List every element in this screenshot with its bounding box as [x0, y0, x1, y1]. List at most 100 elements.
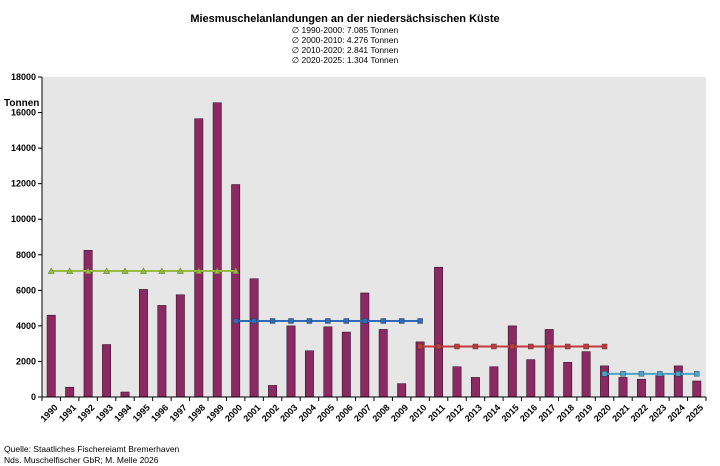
x-tick-label: 2014 — [481, 402, 502, 423]
average-marker — [269, 318, 276, 324]
x-tick-label: 2015 — [500, 402, 521, 423]
x-tick-label: 1997 — [168, 402, 189, 423]
x-tick-label: 2006 — [334, 402, 355, 423]
y-tick-label: 0 — [31, 392, 36, 402]
x-tick-label: 1995 — [131, 402, 152, 423]
x-tick-label: 2024 — [666, 402, 687, 423]
bar-2010 — [415, 341, 425, 398]
y-tick-label: 6000 — [16, 285, 36, 295]
bar-1996 — [157, 305, 167, 398]
x-tick-label: 1996 — [149, 402, 170, 423]
average-marker — [472, 343, 479, 350]
average-marker — [435, 343, 442, 350]
average-marker — [398, 318, 405, 324]
x-tick-label: 2000 — [223, 402, 244, 423]
bar-1991 — [65, 386, 75, 398]
average-line-1990-2000 — [47, 267, 240, 274]
average-marker — [601, 371, 608, 377]
bar-2022 — [636, 378, 646, 398]
average-marker — [675, 371, 682, 377]
bar-1999 — [212, 102, 222, 398]
average-marker — [176, 267, 184, 274]
x-tick-label: 1992 — [75, 402, 96, 423]
average-marker — [158, 267, 166, 274]
source-line-1: Quelle: Staatliches Fischereiamt Bremerh… — [4, 444, 180, 454]
chart-subtitle-1: ∅ 1990-2000: 7.085 Tonnen — [292, 25, 399, 35]
bar-2020 — [600, 365, 610, 398]
average-marker — [362, 318, 368, 324]
bar-2012 — [452, 366, 462, 398]
x-tick-label: 2008 — [370, 402, 391, 423]
y-axis-label: Tonnen — [4, 98, 39, 109]
average-marker — [232, 267, 240, 274]
source-line-2: Nds. Muschelfischer GbR; M. Melle 2026 — [4, 455, 159, 465]
average-line-2000-2010 — [232, 318, 423, 324]
chart-subtitle-2: ∅ 2000-2010: 4.276 Tonnen — [292, 35, 399, 45]
x-tick-label: 2020 — [592, 402, 613, 423]
average-marker — [638, 371, 645, 377]
average-marker — [454, 343, 460, 350]
x-tick-label: 2001 — [241, 402, 262, 423]
y-tick-label: 14000 — [11, 143, 36, 153]
average-marker — [491, 343, 497, 350]
x-tick-label: 1999 — [204, 402, 225, 423]
x-tick-label: 2016 — [518, 402, 539, 423]
x-tick-label: 1991 — [57, 402, 78, 423]
y-tick-label: 4000 — [16, 321, 36, 331]
bar-2017 — [544, 329, 554, 398]
average-marker — [195, 267, 203, 274]
plot-area — [42, 77, 706, 397]
average-marker — [84, 267, 92, 274]
x-tick-label: 2012 — [444, 402, 465, 423]
average-marker — [380, 318, 386, 324]
y-tick-label: 16000 — [11, 108, 36, 118]
average-marker — [601, 343, 608, 350]
x-tick-label: 2004 — [297, 402, 318, 423]
bar-2014 — [489, 366, 499, 398]
x-tick-label: 2025 — [684, 402, 705, 423]
bar-2018 — [563, 362, 573, 398]
x-tick-label: 2010 — [407, 402, 428, 423]
bar-1990 — [46, 314, 56, 398]
x-tick-label: 1990 — [38, 402, 59, 423]
average-marker — [546, 343, 552, 350]
x-tick-label: 2019 — [573, 402, 594, 423]
average-marker — [251, 318, 257, 324]
bar-2021 — [618, 377, 628, 398]
x-tick-label: 2002 — [260, 402, 281, 423]
average-marker — [620, 371, 626, 377]
x-tick-label: 2007 — [352, 402, 373, 423]
bar-1993 — [102, 344, 112, 398]
x-tick-label: 2003 — [278, 402, 299, 423]
y-tick-label: 8000 — [16, 250, 36, 260]
bar-2004 — [304, 350, 314, 398]
average-marker — [213, 267, 221, 274]
y-tick-label: 12000 — [11, 179, 36, 189]
bar-2019 — [581, 351, 591, 398]
average-marker — [657, 371, 663, 377]
bar-2003 — [286, 325, 296, 398]
bar-1995 — [138, 289, 148, 398]
average-marker — [139, 267, 147, 274]
average-marker — [306, 318, 313, 324]
x-tick-label: 2009 — [389, 402, 410, 423]
average-marker — [325, 318, 331, 324]
x-tick-label: 2022 — [629, 402, 650, 423]
bar-2009 — [397, 383, 407, 398]
average-line-2010-2020 — [417, 343, 608, 350]
average-marker — [121, 267, 129, 274]
chart-subtitle-3: ∅ 2010-2020: 2.841 Tonnen — [292, 45, 399, 55]
chart-subtitle-4: ∅ 2020-2025: 1.304 Tonnen — [292, 55, 399, 65]
bar-1994 — [120, 391, 130, 398]
average-marker — [583, 343, 589, 350]
chart-title: Miesmuschelanlandungen an der niedersäch… — [190, 13, 499, 25]
x-tick-label: 1998 — [186, 402, 207, 423]
y-tick-label: 10000 — [11, 214, 36, 224]
bar-1997 — [175, 294, 185, 398]
bar-2011 — [434, 266, 444, 398]
bar-2008 — [378, 329, 388, 398]
average-marker — [564, 343, 571, 350]
average-marker — [694, 371, 700, 377]
x-tick-label: 1994 — [112, 402, 133, 423]
